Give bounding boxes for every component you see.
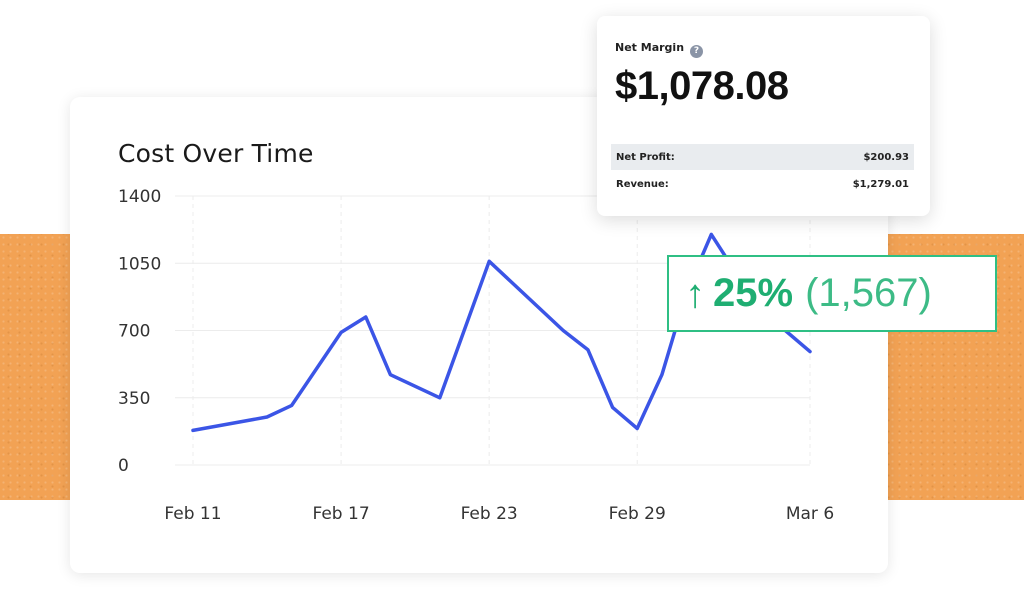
net-margin-label: Net Margin? — [615, 41, 704, 58]
y-tick-label: 700 — [118, 322, 150, 342]
question-icon[interactable]: ? — [690, 45, 704, 58]
y-tick-label: 350 — [118, 389, 150, 409]
x-tick-label: Mar 6 — [786, 504, 834, 524]
y-tick-label: 1400 — [118, 187, 161, 207]
net-margin-value: $1,078.08 — [615, 64, 789, 108]
revenue-label: Revenue: — [616, 178, 669, 190]
change-percent: 25% — [713, 271, 794, 315]
y-tick-label: 1050 — [118, 254, 161, 274]
y-tick-label: 0 — [118, 456, 129, 476]
x-tick-label: Feb 17 — [313, 504, 370, 524]
change-count: (1,567) — [805, 271, 932, 315]
net-profit-value: $200.93 — [863, 151, 909, 163]
x-tick-label: Feb 11 — [164, 504, 221, 524]
change-badge: ↑ 25% (1,567) — [667, 255, 997, 332]
net-profit-label: Net Profit: — [616, 151, 675, 163]
net-margin-label-text: Net Margin — [615, 41, 685, 54]
revenue-value: $1,279.01 — [852, 178, 909, 190]
revenue-row: Revenue: $1,279.01 — [611, 171, 914, 197]
net-profit-row: Net Profit: $200.93 — [611, 144, 914, 170]
x-tick-label: Feb 29 — [609, 504, 666, 524]
chart-title: Cost Over Time — [118, 139, 314, 168]
cost-chart-card: Cost Over Time 0 350 700 1050 1400 Feb 11 Feb … — [70, 97, 888, 573]
arrow-up-icon: ↑ — [685, 271, 705, 316]
net-margin-card: Net Margin? $1,078.08 Net Profit: $200.9… — [597, 16, 930, 216]
x-tick-label: Feb 23 — [461, 504, 518, 524]
cost-line-chart: 0 350 700 1050 1400 Feb 11 Feb 17 Feb 23 Feb 29 M… — [118, 187, 834, 524]
